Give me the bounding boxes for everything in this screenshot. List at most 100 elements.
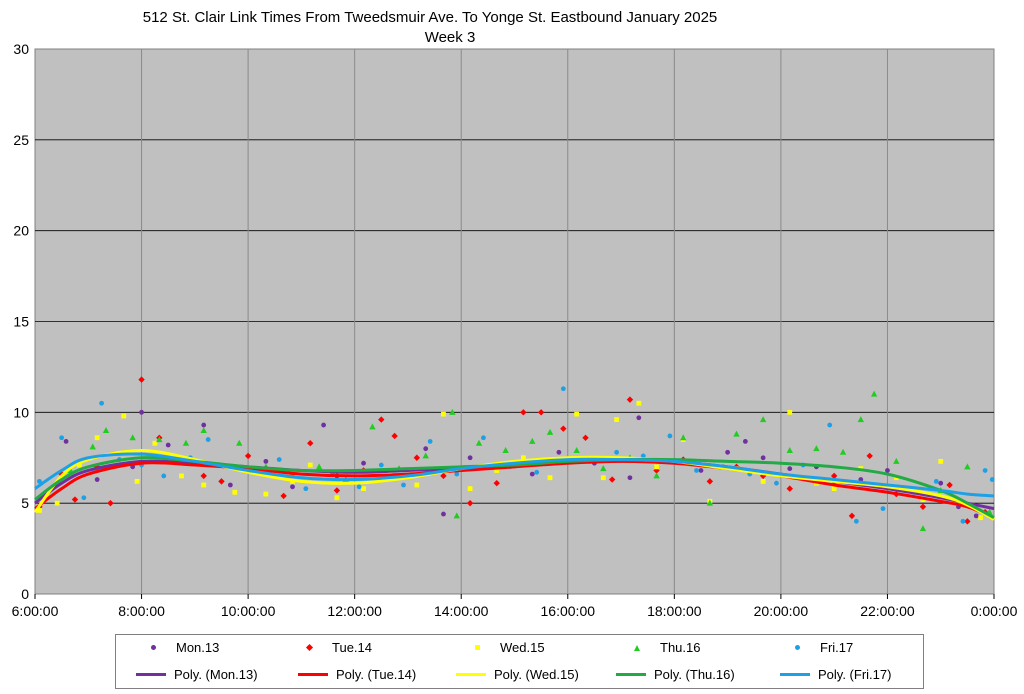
legend-item-poly-fri17: Poly. (Fri.17)	[778, 667, 891, 682]
legend-line-fri17	[778, 668, 812, 682]
data-point	[600, 475, 606, 481]
data-point	[831, 486, 837, 492]
data-point	[964, 518, 971, 525]
data-point	[121, 413, 127, 419]
data-point	[361, 486, 366, 492]
x-tick-label: 14:00:00	[434, 603, 489, 619]
data-point	[427, 439, 433, 444]
data-point	[786, 446, 793, 453]
data-point	[547, 475, 553, 481]
legend-item-poly-mon13: Poly. (Mon.13)	[134, 667, 258, 682]
x-tick-label: 12:00:00	[327, 603, 382, 619]
data-point	[440, 472, 447, 480]
data-point	[467, 455, 473, 461]
data-point	[129, 434, 136, 441]
data-point	[441, 411, 446, 417]
legend-item-fri17: Fri.17	[780, 640, 853, 655]
data-point	[307, 440, 314, 447]
data-point	[378, 462, 384, 468]
data-point	[315, 463, 323, 470]
data-point	[760, 478, 766, 484]
data-point	[627, 475, 633, 481]
data-point	[453, 512, 460, 519]
trend-line	[34, 459, 995, 520]
data-point	[161, 473, 167, 479]
chart-title: 512 St. Clair Link Times From Tweedsmuir…	[142, 9, 718, 26]
data-point	[475, 439, 483, 446]
data-point	[742, 439, 748, 444]
x-tick-label: 22:00:00	[860, 603, 915, 619]
legend-label-tue14: Tue.14	[332, 640, 372, 655]
data-point	[760, 455, 766, 461]
legend-item-poly-tue14: Poly. (Tue.14)	[296, 667, 416, 682]
legend-marker-fri17	[780, 641, 814, 655]
data-point	[201, 482, 207, 488]
data-point	[94, 477, 100, 482]
data-point	[205, 437, 211, 442]
data-point	[232, 489, 238, 495]
data-point	[870, 390, 878, 397]
y-tick-label: 5	[21, 495, 29, 511]
data-point	[973, 513, 979, 519]
data-point	[556, 449, 562, 455]
chart-subtitle: Week 3	[424, 29, 476, 46]
data-point	[893, 457, 900, 464]
data-point	[218, 478, 225, 485]
data-point	[422, 452, 429, 459]
data-point	[94, 435, 100, 441]
data-point	[369, 423, 376, 430]
legend-label-poly-wed15: Poly. (Wed.15)	[494, 667, 579, 682]
data-point	[321, 422, 326, 428]
data-point	[54, 500, 60, 506]
trend-line	[33, 448, 995, 521]
data-point	[276, 457, 282, 462]
data-point	[582, 434, 589, 441]
legend-line-thu16	[614, 668, 648, 682]
data-point	[244, 452, 252, 460]
data-point	[99, 400, 104, 406]
data-point	[636, 400, 642, 406]
data-point	[152, 440, 158, 446]
data-point	[964, 463, 971, 470]
data-point	[560, 425, 567, 432]
data-point	[182, 439, 190, 446]
data-point	[857, 416, 865, 423]
trend-line	[34, 456, 995, 520]
data-point	[885, 468, 890, 473]
legend-item-poly-wed15: Poly. (Wed.15)	[454, 667, 579, 682]
data-point	[946, 481, 953, 489]
data-point	[919, 525, 927, 532]
data-point	[139, 409, 144, 415]
axis-layer: 0 5 10 15 20 25 30 6:00:00 8:00:00 10:00:00 12:00:…	[12, 41, 1018, 619]
data-point	[626, 396, 634, 403]
data-point	[537, 409, 545, 416]
legend-marker-mon13	[136, 641, 170, 655]
data-point	[414, 482, 420, 488]
legend-item-tue14: Tue.14	[292, 640, 372, 655]
data-point	[63, 439, 69, 444]
data-point	[502, 446, 509, 453]
data-point	[614, 417, 620, 422]
data-point	[201, 422, 207, 428]
data-point	[774, 480, 779, 486]
data-point	[919, 503, 927, 510]
data-point	[454, 471, 460, 477]
legend-marker-thu16	[620, 641, 654, 655]
data-point	[227, 482, 233, 488]
data-point	[653, 472, 660, 479]
legend-item-poly-thu16: Poly. (Thu.16)	[614, 667, 735, 682]
y-tick-label: 30	[13, 41, 29, 57]
trend-line	[34, 452, 995, 498]
data-point	[303, 486, 309, 492]
data-point	[960, 518, 966, 524]
x-tick-label: 6:00:00	[12, 603, 59, 619]
legend-item-wed15: Wed.15	[460, 640, 545, 655]
data-point	[733, 430, 740, 437]
legend-label-poly-fri17: Poly. (Fri.17)	[818, 667, 892, 682]
data-point	[165, 442, 171, 448]
data-point	[81, 495, 87, 501]
data-point	[280, 492, 287, 500]
legend-marker-tue14	[292, 641, 326, 655]
x-tick-label: 16:00:00	[541, 603, 596, 619]
data-point	[481, 435, 486, 441]
